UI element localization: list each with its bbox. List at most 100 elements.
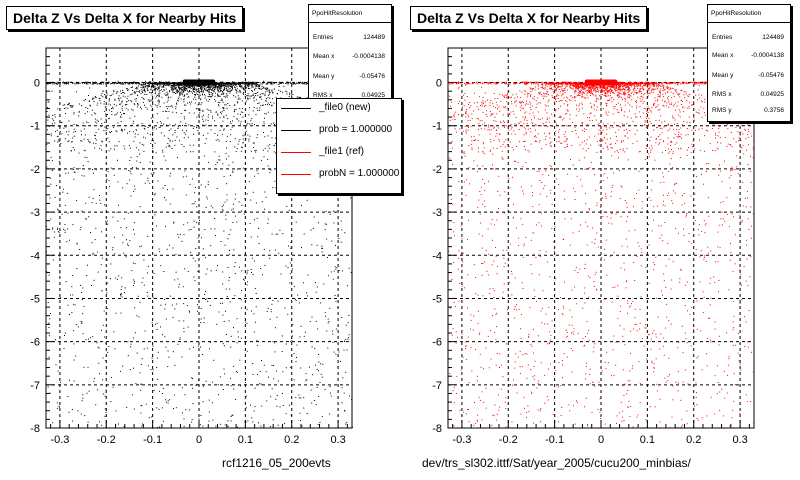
scatter-point (86, 157, 88, 159)
scatter-point (150, 86, 152, 88)
scatter-point (251, 84, 253, 86)
scatter-point (332, 333, 334, 335)
scatter-point (115, 410, 117, 412)
scatter-point (219, 159, 221, 161)
scatter-point (285, 367, 287, 369)
scatter-point (466, 96, 468, 97)
scatter-point (306, 292, 308, 294)
scatter-point (261, 83, 263, 85)
scatter-point (641, 251, 643, 253)
scatter-point (237, 102, 238, 104)
scatter-point (306, 379, 308, 381)
scatter-point (537, 409, 539, 411)
scatter-point (230, 335, 232, 337)
scatter-point (571, 324, 573, 326)
scatter-point (165, 225, 167, 227)
scatter-point (120, 227, 122, 229)
scatter-point (170, 172, 172, 174)
scatter-point (133, 280, 135, 282)
scatter-point (265, 98, 267, 100)
scatter-point (69, 239, 70, 241)
scatter-point (217, 104, 219, 106)
scatter-point (324, 388, 326, 390)
scatter-point (538, 170, 540, 172)
scatter-point (248, 82, 250, 84)
scatter-point (153, 140, 155, 142)
scatter-point (80, 130, 82, 132)
scatter-point (193, 226, 195, 228)
scatter-point (136, 160, 138, 162)
scatter-point (125, 107, 127, 109)
scatter-point (149, 125, 151, 127)
scatter-point (625, 220, 627, 222)
scatter-point (634, 324, 636, 325)
scatter-point (202, 385, 204, 387)
scatter-point (235, 82, 237, 84)
scatter-point (252, 374, 254, 375)
scatter-point (269, 104, 270, 106)
scatter-point (133, 185, 135, 187)
scatter-point (250, 84, 252, 86)
scatter-point (160, 81, 162, 83)
scatter-point (87, 421, 89, 423)
scatter-point (253, 410, 255, 412)
scatter-point (290, 414, 292, 416)
scatter-point (267, 218, 269, 220)
scatter-point (224, 84, 226, 86)
scatter-point (621, 420, 623, 422)
scatter-point (269, 172, 271, 174)
scatter-point (654, 406, 656, 408)
scatter-point (155, 89, 157, 91)
scatter-point (141, 358, 143, 360)
scatter-point (680, 269, 682, 271)
scatter-point (81, 210, 83, 212)
scatter-point (91, 114, 93, 116)
scatter-point (244, 134, 246, 136)
scatter-point (724, 160, 725, 162)
scatter-point (458, 257, 460, 259)
scatter-point (263, 248, 265, 250)
scatter-point (455, 393, 457, 394)
scatter-point (119, 370, 121, 372)
scatter-point (555, 150, 557, 152)
scatter-point (238, 201, 240, 203)
scatter-point (455, 342, 457, 344)
scatter-point (733, 327, 735, 329)
scatter-point (139, 162, 141, 163)
scatter-point (479, 191, 481, 192)
scatter-point (189, 89, 191, 91)
scatter-point (151, 94, 153, 96)
scatter-point (555, 278, 557, 280)
scatter-point (148, 82, 150, 84)
scatter-point (164, 82, 166, 84)
scatter-point (750, 256, 752, 258)
scatter-point (479, 332, 481, 334)
scatter-point (512, 176, 513, 178)
scatter-point (126, 88, 128, 90)
scatter-point (280, 273, 282, 275)
scatter-point (296, 344, 298, 346)
scatter-point (663, 200, 664, 202)
scatter-point (192, 89, 194, 91)
scatter-point (220, 100, 222, 101)
scatter-point (558, 140, 560, 142)
scatter-point (98, 82, 100, 84)
scatter-point (187, 326, 189, 328)
scatter-point (173, 87, 175, 89)
scatter-point (504, 262, 506, 264)
scatter-point (73, 303, 74, 305)
scatter-point (196, 127, 198, 128)
scatter-point (477, 414, 479, 416)
scatter-point (121, 277, 123, 279)
scatter-point (329, 307, 331, 309)
scatter-point (116, 91, 118, 93)
scatter-point (588, 209, 590, 211)
scatter-point (81, 321, 83, 323)
scatter-point (252, 82, 254, 84)
scatter-point (738, 332, 740, 334)
scatter-point (220, 423, 222, 425)
scatter-point (180, 92, 182, 94)
scatter-point (132, 90, 134, 91)
scatter-point (530, 344, 532, 346)
scatter-point (167, 366, 169, 368)
